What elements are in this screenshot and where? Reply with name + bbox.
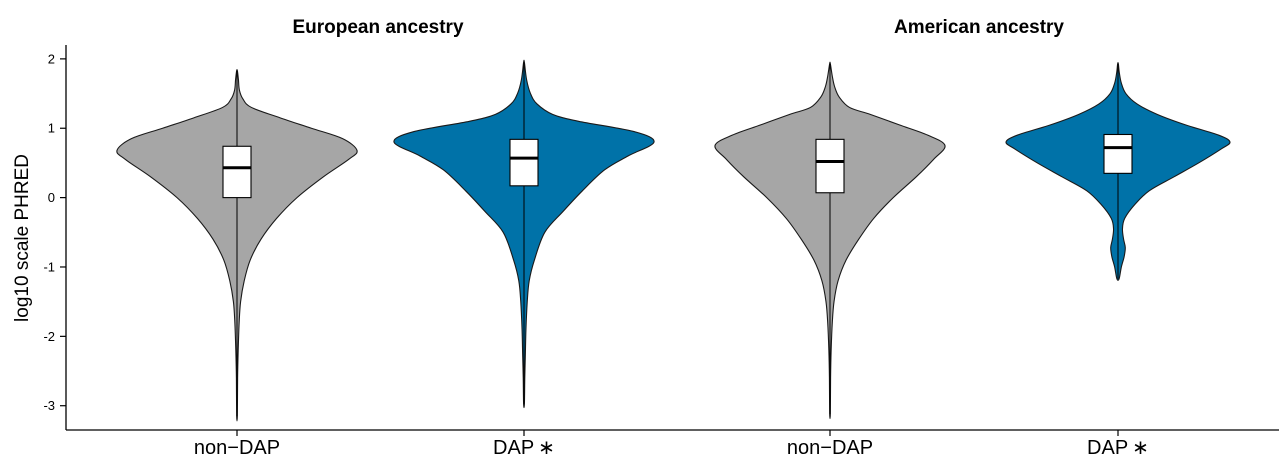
- box: [815, 138, 845, 194]
- y-ticks: -3 -2 -1 0 1 2: [43, 51, 66, 413]
- panel-title: American ancestry: [894, 17, 1064, 38]
- y-tick-label: 2: [48, 51, 55, 66]
- axes: -3 -2 -1 0 1 2 log10 scale PHRED: [12, 45, 1279, 431]
- box: [1103, 133, 1133, 174]
- x-tick-label: DAP ∗: [493, 437, 555, 457]
- y-tick-label: -3: [43, 398, 55, 413]
- y-tick-label: -2: [43, 329, 55, 344]
- x-tick-label: non−DAP: [194, 437, 280, 457]
- y-tick-label: -1: [43, 259, 55, 274]
- violin-group: non−DAP: [714, 61, 946, 457]
- box: [222, 145, 252, 199]
- y-tick-label: 0: [48, 190, 55, 205]
- violin-group: non−DAP: [116, 68, 358, 457]
- panel: American ancestry non−DAP DAP ∗: [714, 17, 1231, 457]
- violin-group: DAP ∗: [393, 59, 655, 457]
- panel: European ancestry non−DAP DAP ∗: [116, 17, 655, 457]
- x-tick-label: non−DAP: [787, 437, 873, 457]
- panel-title: European ancestry: [292, 17, 463, 38]
- y-axis-label: log10 scale PHRED: [12, 154, 33, 322]
- box: [509, 138, 539, 187]
- x-tick-label: DAP ∗: [1087, 437, 1149, 457]
- y-tick-label: 1: [48, 121, 55, 136]
- violin-group: DAP ∗: [1005, 62, 1231, 457]
